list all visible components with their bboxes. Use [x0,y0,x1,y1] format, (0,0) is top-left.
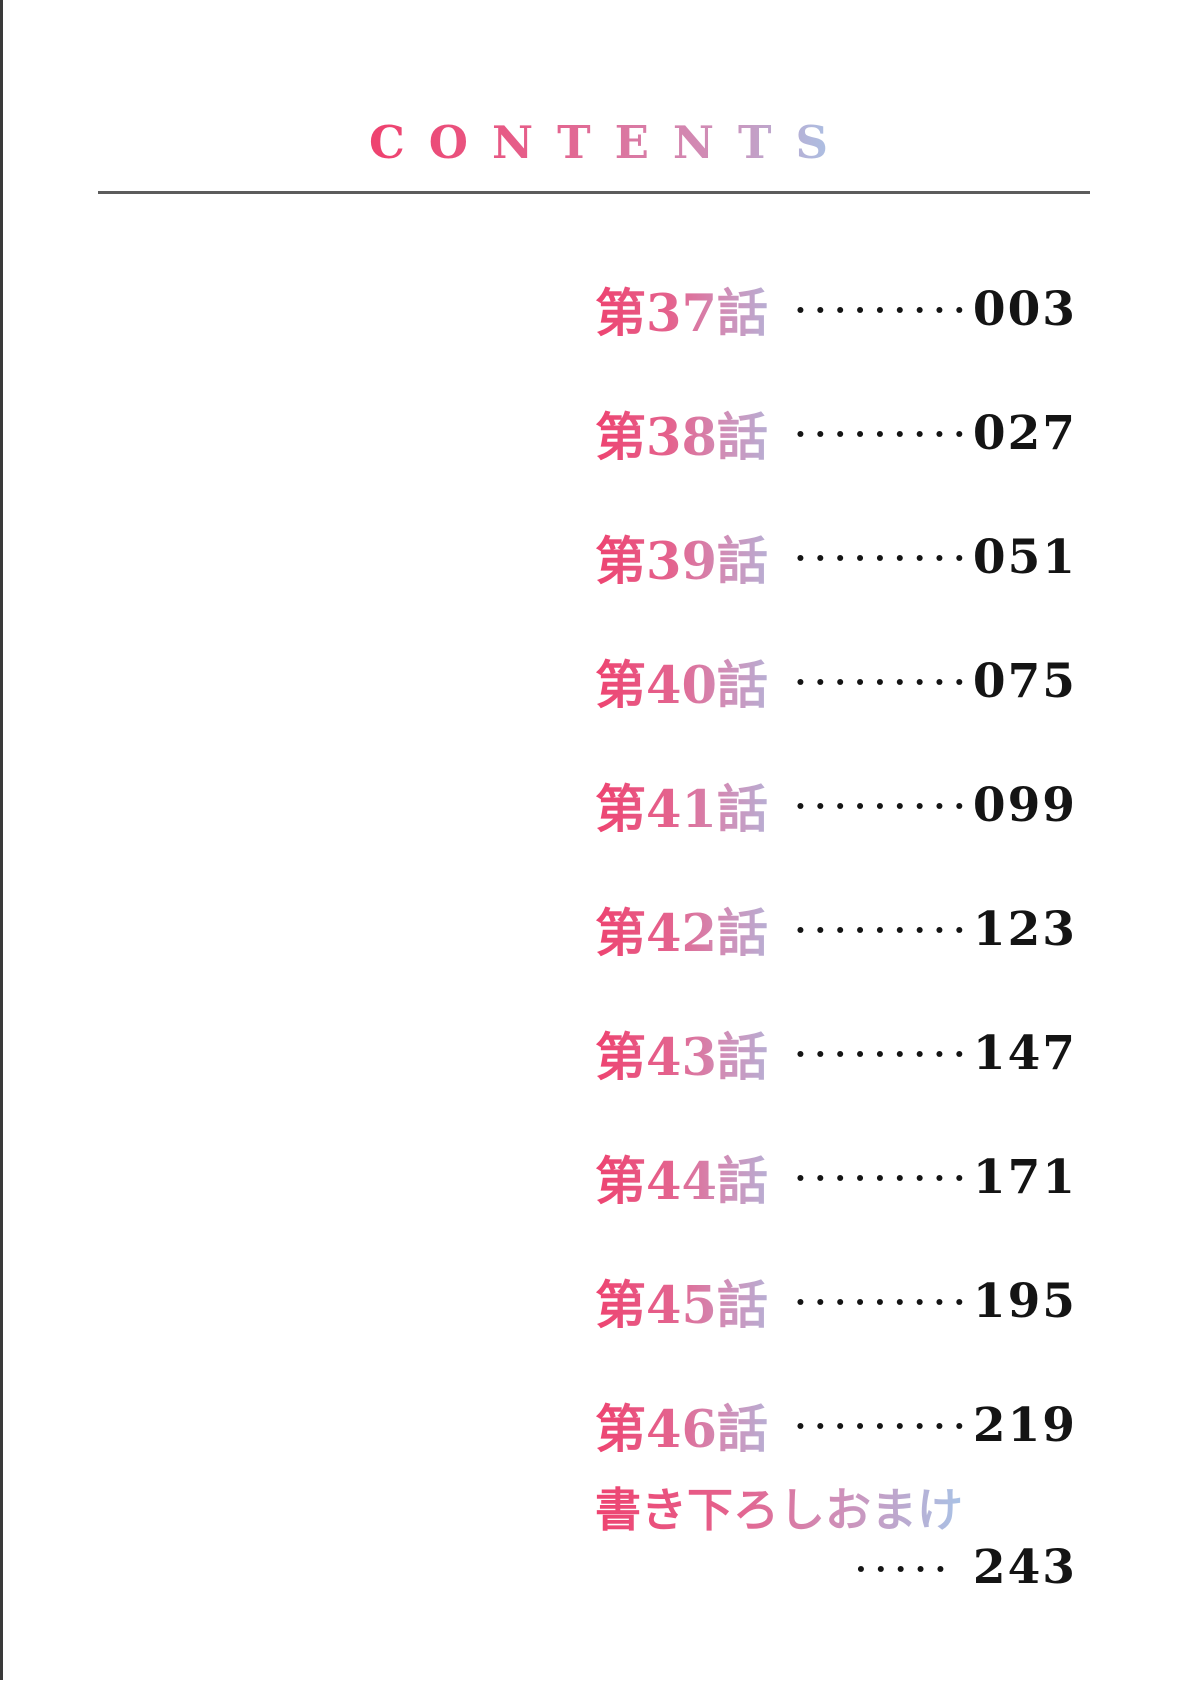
page-title: CONTENTS [0,116,1197,169]
toc-row: 第41話 •••••••••••••• 099 [595,743,1077,867]
leader-dots-icon: •••••••••••••• [795,301,973,321]
bonus-page-number: 243 [972,1540,1077,1595]
toc-row: 第45話 •••••••••••••• 195 [595,1239,1077,1363]
page-number: 075 [972,653,1077,709]
leader-dots-icon: •••••••••••••• [795,1293,973,1313]
toc-list: 第37話 •••••••••••••• 003 第38話 •••••••••••… [595,247,1077,1487]
leader-dots-icon: •••••••••••••• [795,549,973,569]
chapter-label: 第46話 [595,1388,795,1462]
leader-dots-icon: •••••••••••••• [795,1417,973,1437]
page-number: 123 [972,901,1077,957]
page-number: 099 [972,777,1077,833]
leader-dots-icon: •••••••••••••• [795,673,973,693]
chapter-label: 第39話 [595,520,795,594]
toc-row: 第37話 •••••••••••••• 003 [595,247,1077,371]
bonus-leader-dots-icon: ••••• [855,1559,955,1580]
page-number: 051 [972,529,1077,585]
page-edge-line [0,0,3,1680]
chapter-label: 第44話 [595,1140,795,1214]
bonus-page-row: ••••• 243 [856,1540,1077,1595]
toc-row: 第38話 •••••••••••••• 027 [595,371,1077,495]
chapter-label: 第41話 [595,768,795,842]
chapter-label: 第45話 [595,1264,795,1338]
page-number: 003 [972,281,1077,337]
page-number: 171 [972,1149,1077,1205]
toc-row: 第43話 •••••••••••••• 147 [595,991,1077,1115]
page-number: 219 [972,1397,1077,1453]
chapter-label: 第43話 [595,1016,795,1090]
leader-dots-icon: •••••••••••••• [795,1169,973,1189]
chapter-label: 第38話 [595,396,795,470]
chapter-label: 第37話 [595,272,795,346]
page-number: 147 [972,1025,1077,1081]
toc-row: 第39話 •••••••••••••• 051 [595,495,1077,619]
page-number: 027 [972,405,1077,461]
toc-row: 第46話 •••••••••••••• 219 [595,1363,1077,1487]
chapter-label: 第42話 [595,892,795,966]
toc-row: 第40話 •••••••••••••• 075 [595,619,1077,743]
toc-row: 第42話 •••••••••••••• 123 [595,867,1077,991]
page-number: 195 [972,1273,1077,1329]
leader-dots-icon: •••••••••••••• [795,425,973,445]
toc-row: 第44話 •••••••••••••• 171 [595,1115,1077,1239]
title-divider [98,191,1090,194]
bonus-chapter-label: 書き下ろしおまけ [595,1474,963,1540]
leader-dots-icon: •••••••••••••• [795,921,973,941]
chapter-label: 第40話 [595,644,795,718]
leader-dots-icon: •••••••••••••• [795,797,973,817]
leader-dots-icon: •••••••••••••• [795,1045,973,1065]
